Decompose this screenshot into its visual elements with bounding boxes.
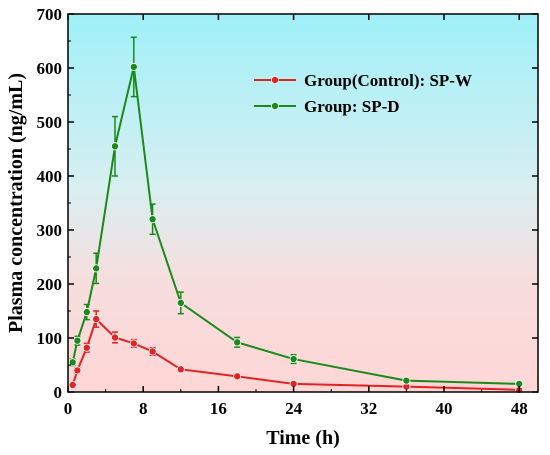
- data-point: [402, 376, 411, 385]
- legend-label: Group(Control): SP-W: [304, 71, 472, 90]
- data-point: [289, 355, 298, 364]
- x-tick-label: 48: [511, 399, 528, 418]
- data-point: [129, 339, 138, 348]
- data-point: [73, 366, 82, 375]
- data-point: [82, 308, 91, 317]
- y-tick-label: 100: [37, 329, 63, 348]
- y-axis-label: Plasma concentration (ng/mL): [5, 73, 27, 333]
- y-tick-label: 200: [37, 275, 63, 294]
- x-tick-label: 24: [285, 399, 303, 418]
- plot-background: [68, 14, 538, 392]
- data-point: [92, 264, 101, 273]
- legend-item-0: Group(Control): SP-W: [254, 71, 472, 90]
- x-axis-label: Time (h): [266, 427, 340, 449]
- data-point: [111, 142, 120, 151]
- y-tick-label: 300: [37, 221, 63, 240]
- legend: Group(Control): SP-W Group: SP-D: [254, 71, 472, 116]
- y-tick-label: 400: [37, 167, 63, 186]
- data-point: [68, 358, 77, 367]
- x-tick-label: 8: [139, 399, 148, 418]
- series-1: [68, 36, 524, 388]
- data-point: [233, 338, 242, 347]
- data-point: [233, 372, 242, 381]
- y-tick-label: 600: [37, 59, 63, 78]
- x-tick-label: 0: [64, 399, 73, 418]
- y-tick-label: 700: [37, 5, 63, 24]
- x-tick-label: 32: [360, 399, 377, 418]
- data-point: [176, 298, 185, 307]
- data-point: [68, 380, 77, 389]
- y-tick-label: 500: [37, 113, 63, 132]
- data-point: [92, 315, 101, 324]
- data-point: [148, 347, 157, 356]
- data-point: [176, 365, 185, 374]
- data-point: [148, 215, 157, 224]
- legend-marker: [270, 102, 279, 111]
- legend-marker: [270, 76, 279, 85]
- axes-layer: 0 8 16 24 32 40 48 0 100 200 300 400 500 600 700 Time (…: [5, 5, 539, 449]
- legend-item-1: Group: SP-D: [254, 97, 400, 116]
- data-point: [129, 62, 138, 71]
- x-tick-label: 16: [210, 399, 227, 418]
- x-tick-label: 40: [436, 399, 453, 418]
- legend-label: Group: SP-D: [304, 97, 400, 116]
- data-point: [82, 343, 91, 352]
- data-point: [73, 336, 82, 345]
- series-line: [71, 66, 520, 385]
- series-line: [71, 317, 520, 391]
- data-point: [111, 333, 120, 342]
- y-tick-label: 0: [54, 383, 63, 402]
